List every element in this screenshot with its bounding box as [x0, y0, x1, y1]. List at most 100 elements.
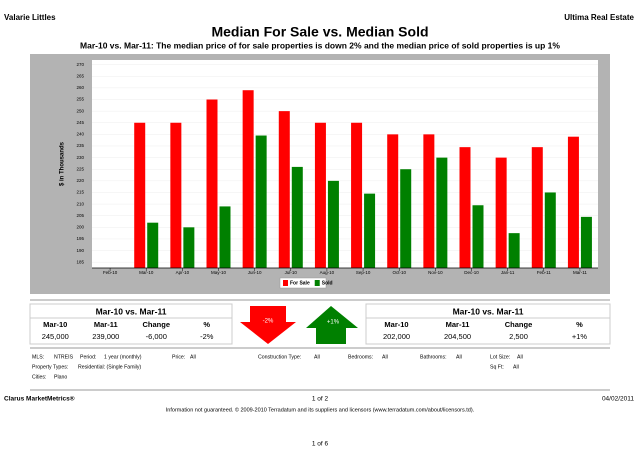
up-arrow [306, 306, 358, 344]
bar [351, 122, 363, 269]
summary-header: Change [505, 320, 533, 329]
summary-box [29, 303, 233, 345]
summary-value: 204,500 [444, 332, 471, 341]
summary-title: Mar-10 vs. Mar-11 [96, 306, 167, 316]
y-tick-label: 195 [76, 236, 84, 241]
bar [327, 180, 339, 268]
criteria-label: Construction Type: [258, 354, 301, 360]
bar [472, 205, 484, 268]
criteria-value: All [456, 354, 462, 360]
x-tick-label: Sep-10 [356, 270, 371, 275]
legend-swatch [283, 280, 288, 286]
summary-title: Mar-10 vs. Mar-11 [453, 306, 524, 316]
company-name: Ultima Real Estate [564, 13, 634, 22]
x-tick-label: Nov-10 [428, 270, 443, 275]
bar [278, 111, 290, 268]
summary-header: Change [142, 320, 170, 329]
criteria-label: Bathrooms: [420, 354, 447, 360]
bar [580, 216, 592, 268]
x-tick-label: Feb-11 [537, 270, 551, 275]
agent-name: Valarie Littles [4, 13, 56, 22]
criteria-value: All [190, 354, 196, 360]
y-tick-label: 190 [76, 248, 84, 253]
x-tick-label: Jun-10 [248, 270, 262, 275]
y-tick-label: 230 [76, 155, 84, 160]
x-tick-label: Aug-10 [320, 270, 335, 275]
criteria-label: Lot Size: [490, 354, 510, 360]
bar [255, 135, 267, 268]
down-arrow [240, 306, 296, 344]
y-tick-label: 210 [76, 201, 84, 206]
y-tick-label: 205 [76, 213, 84, 218]
summary-value: 245,000 [42, 332, 69, 341]
x-tick-label: Apr-10 [176, 270, 190, 275]
criteria-label: MLS: [32, 354, 44, 360]
bar [364, 193, 376, 268]
bar [147, 222, 159, 268]
footer-page: 1 of 2 [312, 396, 329, 403]
y-tick-label: 245 [76, 120, 84, 125]
criteria-label: Period: [80, 354, 96, 360]
summary-header: Mar-11 [446, 320, 470, 329]
legend-label: Sold [322, 280, 333, 286]
bar [242, 90, 254, 269]
bar [459, 147, 471, 268]
x-tick-label: Feb-10 [103, 270, 118, 275]
summary-value: -6,000 [146, 332, 167, 341]
y-tick-label: 265 [76, 73, 84, 78]
legend-swatch [314, 280, 320, 286]
summary-header: Mar-11 [94, 320, 118, 329]
bar [134, 122, 146, 269]
bar [387, 134, 399, 268]
y-tick-label: 250 [76, 108, 84, 113]
summary-value: 2,500 [509, 332, 528, 341]
criteria-value: Plano [54, 374, 67, 380]
y-tick-label: 225 [76, 166, 84, 171]
summary-header: % [576, 320, 583, 329]
criteria-label: Sq Ft: [490, 364, 504, 370]
bar [314, 122, 326, 269]
bar [219, 206, 231, 268]
summary-box [365, 303, 611, 345]
summary-value: 239,000 [92, 332, 119, 341]
bar [436, 157, 448, 268]
y-tick-label: 185 [76, 259, 84, 264]
y-tick-label: 255 [76, 97, 84, 102]
x-tick-label: Jul-10 [285, 270, 298, 275]
bar [495, 157, 507, 268]
up-arrow-label: +1% [327, 320, 340, 326]
legend-label: For Sale [290, 280, 310, 286]
y-axis-title: $ in Thousands [60, 141, 66, 186]
summary-value: 202,000 [383, 332, 410, 341]
x-tick-label: Jan-11 [501, 270, 515, 275]
summary-header: Mar-10 [43, 320, 67, 329]
bar [531, 147, 543, 268]
y-tick-label: 240 [76, 132, 84, 137]
bar [400, 169, 412, 268]
bar [206, 99, 218, 268]
criteria-value: All [314, 354, 320, 360]
y-tick-label: 260 [76, 85, 84, 90]
criteria-label: Price: [172, 354, 185, 360]
criteria-value: 1 year (monthly) [104, 354, 142, 360]
summary-header: % [203, 320, 210, 329]
summary-value: -2% [200, 332, 214, 341]
legend-box [279, 277, 327, 289]
bar [183, 227, 195, 268]
bar [567, 136, 579, 268]
bar [170, 122, 182, 269]
criteria-value: NTREIS [54, 354, 74, 360]
chart-subtitle: Mar-10 vs. Mar-11: The median price of f… [80, 40, 560, 50]
y-tick-label: 215 [76, 190, 84, 195]
plot-area [92, 60, 598, 268]
criteria-label: Bedrooms: [348, 354, 373, 360]
page-number: 1 of 6 [312, 441, 329, 448]
criteria-value: All [517, 354, 523, 360]
y-tick-label: 270 [76, 62, 84, 67]
bar [508, 233, 520, 268]
x-tick-label: Dec-10 [464, 270, 479, 275]
bar [291, 166, 303, 268]
bar [544, 192, 556, 268]
criteria-value: Residential: (Single Family) [78, 364, 141, 370]
